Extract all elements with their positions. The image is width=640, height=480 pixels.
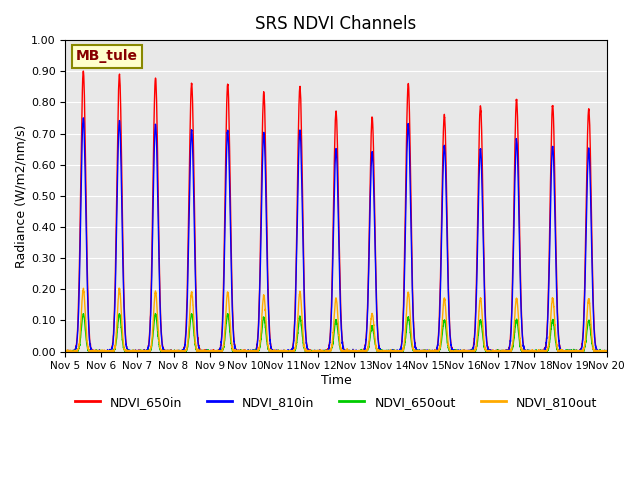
NDVI_810out bbox=[269, 348, 276, 354]
NDVI_650in bbox=[79, 68, 87, 74]
NDVI_650in bbox=[61, 348, 69, 354]
NDVI_810out bbox=[553, 342, 561, 348]
NDVI_650in bbox=[574, 348, 582, 354]
NDVI_810out bbox=[126, 348, 134, 354]
NDVI_810out bbox=[115, 285, 123, 291]
NDVI_810out bbox=[62, 348, 70, 354]
NDVI_810out bbox=[61, 348, 69, 354]
Line: NDVI_650in: NDVI_650in bbox=[65, 71, 607, 351]
NDVI_650out bbox=[62, 348, 70, 354]
NDVI_650in bbox=[126, 348, 134, 354]
NDVI_810in bbox=[550, 179, 558, 185]
NDVI_650out bbox=[550, 327, 558, 333]
NDVI_810in bbox=[79, 115, 87, 121]
NDVI_650in bbox=[269, 348, 276, 353]
NDVI_650out bbox=[401, 344, 408, 349]
NDVI_650out bbox=[61, 348, 69, 354]
NDVI_650in bbox=[550, 152, 558, 158]
Line: NDVI_650out: NDVI_650out bbox=[65, 313, 607, 351]
NDVI_650in bbox=[603, 348, 611, 354]
NDVI_650out bbox=[553, 346, 561, 351]
NDVI_810in bbox=[553, 293, 561, 299]
NDVI_650out bbox=[603, 348, 611, 354]
NDVI_810in bbox=[603, 348, 611, 354]
NDVI_810out bbox=[603, 348, 611, 354]
NDVI_810in bbox=[574, 348, 582, 354]
NDVI_650out bbox=[152, 311, 159, 316]
NDVI_650out bbox=[574, 348, 582, 354]
X-axis label: Time: Time bbox=[321, 374, 351, 387]
NDVI_810out bbox=[574, 348, 582, 354]
Line: NDVI_810out: NDVI_810out bbox=[65, 288, 607, 351]
NDVI_650out bbox=[269, 348, 276, 354]
Title: SRS NDVI Channels: SRS NDVI Channels bbox=[255, 15, 417, 33]
NDVI_810out bbox=[401, 341, 408, 347]
Text: MB_tule: MB_tule bbox=[76, 49, 138, 63]
NDVI_810in bbox=[61, 348, 69, 354]
NDVI_810out bbox=[550, 312, 558, 318]
NDVI_650in bbox=[401, 271, 408, 276]
NDVI_650in bbox=[553, 288, 561, 293]
Y-axis label: Radiance (W/m2/nm/s): Radiance (W/m2/nm/s) bbox=[15, 124, 28, 267]
Legend: NDVI_650in, NDVI_810in, NDVI_650out, NDVI_810out: NDVI_650in, NDVI_810in, NDVI_650out, NDV… bbox=[70, 391, 602, 414]
NDVI_810in bbox=[126, 348, 134, 354]
Line: NDVI_810in: NDVI_810in bbox=[65, 118, 607, 351]
NDVI_650out bbox=[126, 348, 134, 354]
NDVI_650in bbox=[61, 348, 69, 354]
NDVI_810in bbox=[400, 288, 408, 294]
NDVI_810in bbox=[269, 348, 276, 354]
